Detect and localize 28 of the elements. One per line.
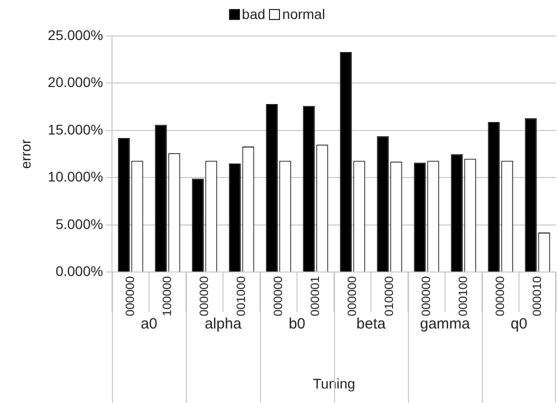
- text: gamma: [420, 315, 471, 332]
- x-tick-label: 000000: [492, 276, 507, 316]
- x-tick-label: 010000: [382, 276, 396, 316]
- y-tick-label: 5.000%: [56, 216, 104, 232]
- y-tick-label: 20.000%: [48, 74, 104, 90]
- x-tick-label: 000010: [530, 276, 544, 316]
- y-tick-label: 10.000%: [48, 168, 104, 185]
- x-tick-label: 001000: [234, 276, 248, 316]
- x-tick-label: 000001: [308, 276, 322, 316]
- y-axis-title: error: [17, 138, 34, 169]
- y-tick-label: 15.000%: [48, 121, 104, 138]
- x-tick-label: 000000: [344, 276, 359, 316]
- x-tick-label: 000000: [196, 276, 211, 316]
- legend-label: normal: [282, 6, 326, 22]
- text: b0: [288, 315, 306, 332]
- text: beta: [356, 315, 386, 332]
- x-axis-title: Tuning: [312, 375, 356, 392]
- y-tick-label: 25.000%: [48, 26, 104, 43]
- x-tick-label: 000000: [418, 276, 433, 316]
- text: a0: [140, 315, 158, 332]
- x-tick-label: 100000: [160, 276, 174, 316]
- legend-label: bad: [242, 6, 266, 22]
- text: q0: [510, 315, 528, 332]
- x-tick-label: 000000: [270, 276, 285, 316]
- x-tick-label: 000100: [456, 276, 470, 316]
- y-tick-label: 0.000%: [56, 263, 104, 280]
- text: alpha: [204, 315, 242, 332]
- x-tick-label: 000000: [122, 276, 137, 316]
